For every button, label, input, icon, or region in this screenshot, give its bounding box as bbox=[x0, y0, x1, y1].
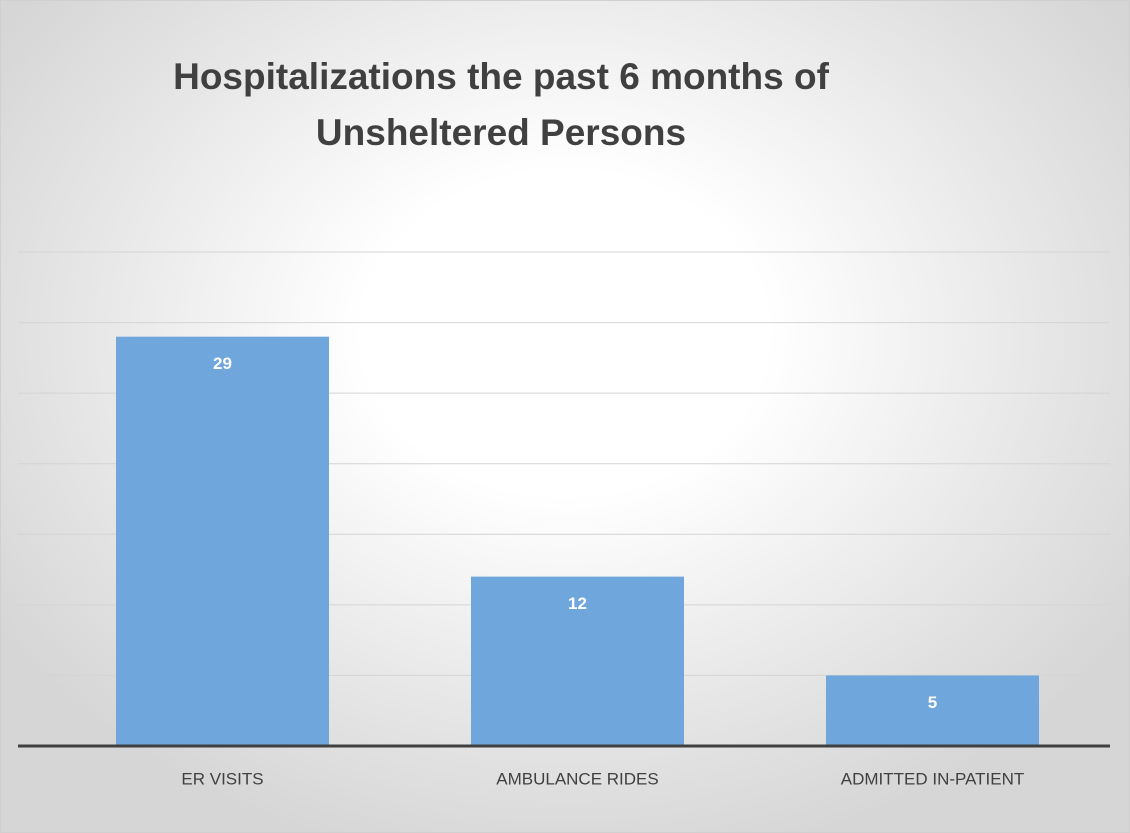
bar bbox=[471, 576, 684, 746]
data-label: 29 bbox=[213, 354, 232, 373]
data-label: 5 bbox=[928, 693, 937, 712]
x-tick-label: ER VISITS bbox=[181, 769, 263, 788]
bar bbox=[826, 675, 1039, 746]
x-tick-label: AMBULANCE RIDES bbox=[496, 769, 658, 788]
x-tick-label: ADMITTED IN-PATIENT bbox=[841, 769, 1025, 788]
data-label: 12 bbox=[568, 594, 587, 613]
chart-title: Hospitalizations the past 6 months of Un… bbox=[173, 56, 829, 153]
bar bbox=[116, 336, 329, 746]
